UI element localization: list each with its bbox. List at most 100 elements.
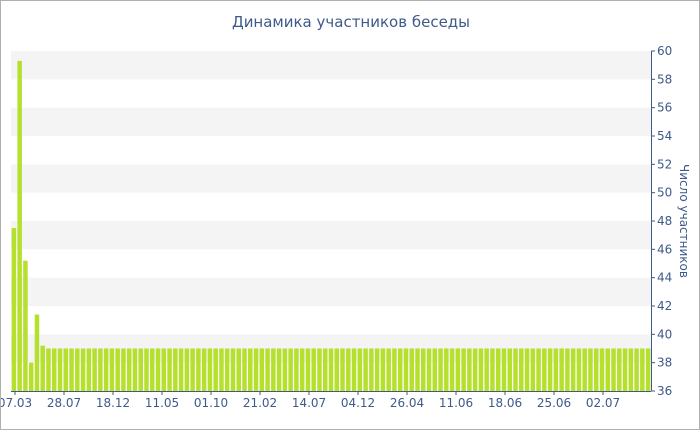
bar xyxy=(478,348,484,391)
bar xyxy=(40,345,45,391)
x-tick-label: 28.07 xyxy=(47,396,81,410)
grid-band xyxy=(11,79,651,108)
bar xyxy=(536,348,541,391)
bar xyxy=(28,362,34,391)
bar xyxy=(421,348,426,391)
bar xyxy=(57,348,63,391)
bar xyxy=(23,260,28,391)
bar xyxy=(155,348,161,391)
x-tick-label: 14.07 xyxy=(292,396,326,410)
bar xyxy=(369,348,374,391)
bar xyxy=(542,348,547,391)
bar xyxy=(386,348,391,391)
bar xyxy=(167,348,172,391)
y-tick-label: 46 xyxy=(657,242,672,256)
bar xyxy=(259,348,265,391)
bar xyxy=(311,348,316,391)
x-tick-label: 26.04 xyxy=(390,396,424,410)
y-axis-label: Число участников xyxy=(677,164,691,278)
bar xyxy=(530,348,536,391)
y-tick-label: 40 xyxy=(657,327,672,341)
grid-band xyxy=(11,306,651,335)
grid-band xyxy=(11,192,651,221)
bar xyxy=(51,348,57,391)
bar xyxy=(565,348,570,391)
grid-band xyxy=(11,107,651,136)
bar xyxy=(334,348,340,391)
bar xyxy=(115,348,120,391)
bar xyxy=(219,348,224,391)
bar xyxy=(374,348,380,391)
x-tick-label: 01.10 xyxy=(194,396,228,410)
bar xyxy=(294,348,299,391)
bar xyxy=(634,348,639,391)
bar xyxy=(126,348,132,391)
grid-band xyxy=(11,51,651,80)
bar xyxy=(132,348,138,391)
grid-band xyxy=(11,221,651,250)
x-tick-label: 18.06 xyxy=(488,396,522,410)
bar xyxy=(640,348,645,391)
y-tick-label: 54 xyxy=(657,129,672,143)
bar xyxy=(426,348,432,391)
bar xyxy=(253,348,259,391)
bar xyxy=(593,348,599,391)
bar xyxy=(363,348,368,391)
bar xyxy=(628,348,634,391)
y-tick-label: 38 xyxy=(657,356,672,370)
bar xyxy=(409,348,414,391)
bar xyxy=(46,348,51,391)
bar xyxy=(213,348,218,391)
bar xyxy=(248,348,253,391)
bar xyxy=(570,348,576,391)
bar xyxy=(98,348,103,391)
bar xyxy=(276,348,282,391)
bar xyxy=(397,348,403,391)
bar xyxy=(403,348,409,391)
y-tick-label: 58 xyxy=(657,72,672,86)
bar xyxy=(299,348,305,391)
bar xyxy=(645,348,651,391)
bar xyxy=(109,348,115,391)
bar xyxy=(80,348,86,391)
bar xyxy=(622,348,628,391)
bar xyxy=(138,348,143,391)
bar xyxy=(380,348,386,391)
bar xyxy=(190,348,195,391)
bar xyxy=(582,348,587,391)
y-tick-label: 60 xyxy=(657,44,672,58)
bar xyxy=(553,348,559,391)
bar xyxy=(346,348,351,391)
grid-band xyxy=(11,249,651,278)
bar xyxy=(611,348,616,391)
bar xyxy=(617,348,622,391)
x-tick-label: 21.02 xyxy=(243,396,277,410)
bar xyxy=(317,348,322,391)
bar xyxy=(271,348,276,391)
bar xyxy=(455,348,461,391)
y-tick-label: 56 xyxy=(657,101,672,115)
y-tick-label: 52 xyxy=(657,157,672,171)
y-tick-label: 36 xyxy=(657,384,672,398)
bar xyxy=(236,348,241,391)
x-tick-label: 18.12 xyxy=(96,396,130,410)
bar xyxy=(357,348,363,391)
bar xyxy=(34,314,40,391)
grid-band xyxy=(11,277,651,306)
bar xyxy=(75,348,80,391)
x-tick-label: 25.06 xyxy=(537,396,571,410)
bar xyxy=(432,348,438,391)
bar xyxy=(322,348,328,391)
bar xyxy=(265,348,270,391)
bar xyxy=(605,348,611,391)
bar xyxy=(501,348,507,391)
bar xyxy=(438,348,443,391)
bar xyxy=(484,348,489,391)
bar xyxy=(161,348,167,391)
y-tick-label: 44 xyxy=(657,271,672,285)
bar xyxy=(444,348,449,391)
bar xyxy=(351,348,357,391)
x-tick-label: 02.07 xyxy=(586,396,620,410)
